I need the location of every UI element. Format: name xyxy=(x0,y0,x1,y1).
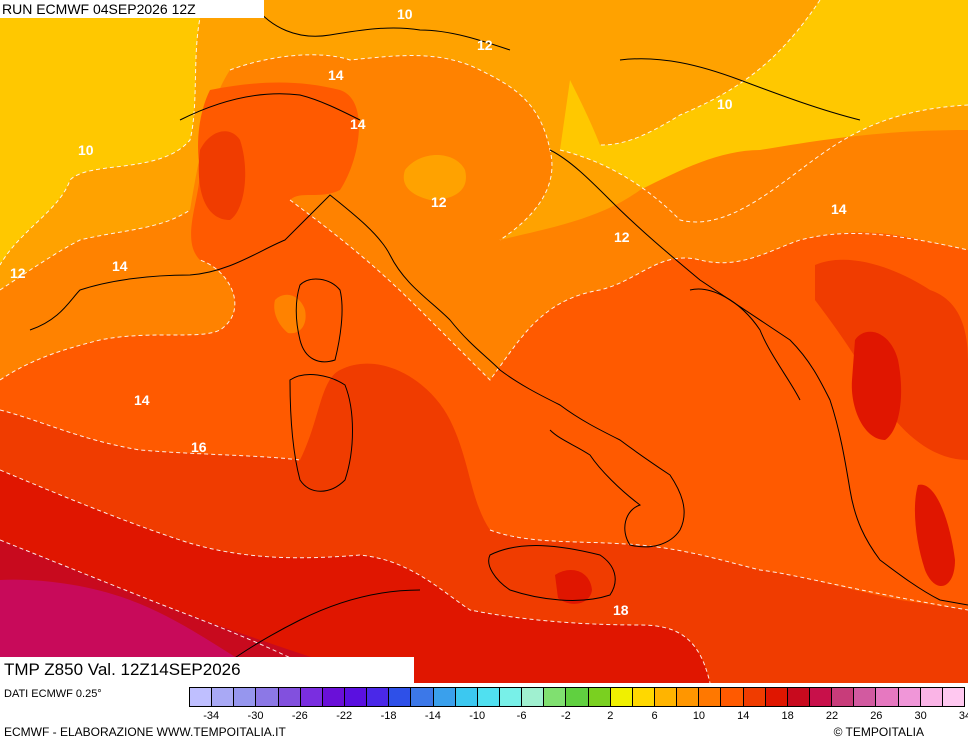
scale-swatch xyxy=(942,688,964,706)
scale-swatch xyxy=(699,688,722,706)
contour-label-14-alps: 14 xyxy=(328,67,344,83)
cell-14-po xyxy=(403,155,466,200)
contour-label-12-alps: 12 xyxy=(477,37,493,53)
scale-swatch xyxy=(898,688,921,706)
temperature-map: 10 10 10 12 12 12 12 14 14 14 14 14 16 1… xyxy=(0,0,968,683)
scale-tick-label: 6 xyxy=(651,710,658,722)
contour-label-12-adriatic: 12 xyxy=(614,229,630,245)
scale-swatch xyxy=(455,688,478,706)
scale-tick-label: 22 xyxy=(825,710,839,722)
scale-tick-label: 14 xyxy=(737,710,750,722)
scale-swatch xyxy=(787,688,810,706)
scale-tick-label: -10 xyxy=(469,710,486,722)
contour-label-12-po: 12 xyxy=(431,194,447,210)
scale-tick-label: -22 xyxy=(336,710,353,722)
scale-swatch xyxy=(256,688,279,706)
contour-label-10-top: 10 xyxy=(397,6,413,22)
scale-swatch xyxy=(920,688,943,706)
scale-swatch xyxy=(632,688,655,706)
contour-label-12-w: 12 xyxy=(10,265,26,281)
scale-swatch xyxy=(832,688,855,706)
contour-label-16-sea: 16 xyxy=(191,439,207,455)
cell-20-sicily xyxy=(555,570,592,604)
scale-tick-label: 30 xyxy=(914,710,927,722)
scale-swatch xyxy=(499,688,523,706)
scale-swatch xyxy=(677,688,700,706)
scale-swatch xyxy=(433,688,456,706)
contour-label-10-ne: 10 xyxy=(717,96,733,112)
scale-tick-label: -18 xyxy=(380,710,397,722)
scale-swatch xyxy=(411,688,434,706)
scale-tick-label: 26 xyxy=(870,710,883,722)
scale-tick-label: -2 xyxy=(561,710,571,722)
scale-swatch xyxy=(588,688,611,706)
scale-tick-label: -26 xyxy=(291,710,308,722)
scale-swatch xyxy=(765,688,788,706)
run-label: RUN ECMWF 04SEP2026 12Z xyxy=(0,0,264,18)
scale-swatch xyxy=(566,688,589,706)
credit-left: ECMWF - ELABORAZIONE WWW.TEMPOITALIA.IT xyxy=(4,725,286,739)
scale-swatch xyxy=(344,688,368,706)
scale-tick-label: -14 xyxy=(424,710,441,722)
cell-20-aegean xyxy=(914,484,955,587)
scale-swatch xyxy=(190,688,213,706)
scale-tick-label: 10 xyxy=(692,710,706,722)
validity-label: TMP Z850 Val. 12Z14SEP2026 xyxy=(0,657,414,683)
scale-swatch xyxy=(477,688,500,706)
scale-tick-label: -30 xyxy=(247,710,264,722)
cell-18-france xyxy=(198,131,246,220)
scale-swatch xyxy=(809,688,833,706)
scale-swatch xyxy=(610,688,633,706)
scale-swatch xyxy=(367,688,390,706)
credit-right: © TEMPOITALIA xyxy=(833,725,924,739)
scale-swatch xyxy=(212,688,235,706)
scale-swatch xyxy=(300,688,323,706)
scale-tick-label: 18 xyxy=(781,710,794,722)
scale-swatch xyxy=(876,688,899,706)
scale-swatch xyxy=(322,688,345,706)
scale-swatch xyxy=(389,688,412,706)
contour-label-18-ionian: 18 xyxy=(613,602,629,618)
contour-label-14-lombardy: 14 xyxy=(350,116,366,132)
contour-label-10-nw: 10 xyxy=(78,142,94,158)
scale-swatch xyxy=(234,688,257,706)
scale-swatch xyxy=(743,688,766,706)
scale-tick-label: -6 xyxy=(516,710,527,722)
legend: DATI ECMWF 0.25° -34 -30 -26 -22 -18 -14 -10 -6… xyxy=(0,683,968,745)
scale-ticks: -34 -30 -26 -22 -18 -14 -10 -6 -2 2 6 10 14 18 22 26 30 3… xyxy=(189,710,968,724)
scale-tick-label: -34 xyxy=(203,710,220,722)
color-scale xyxy=(189,687,965,707)
scale-tick-label: 2 xyxy=(607,710,614,722)
contour-label-14-sea: 14 xyxy=(134,392,150,408)
cell-16-sardinia xyxy=(274,294,306,334)
scale-tick-label: 34 xyxy=(958,710,968,722)
cell-20-greece xyxy=(851,331,902,440)
contour-label-14-balkans: 14 xyxy=(831,201,847,217)
map-svg: 10 10 10 12 12 12 12 14 14 14 14 14 16 1… xyxy=(0,0,968,683)
scale-swatch xyxy=(522,688,545,706)
scale-swatch xyxy=(721,688,744,706)
scale-swatch xyxy=(854,688,877,706)
scale-swatch xyxy=(654,688,678,706)
scale-swatch xyxy=(278,688,301,706)
data-source-label: DATI ECMWF 0.25° xyxy=(4,688,102,700)
scale-swatch xyxy=(544,688,567,706)
contour-label-14-gulf: 14 xyxy=(112,258,128,274)
isotherms xyxy=(0,0,968,683)
